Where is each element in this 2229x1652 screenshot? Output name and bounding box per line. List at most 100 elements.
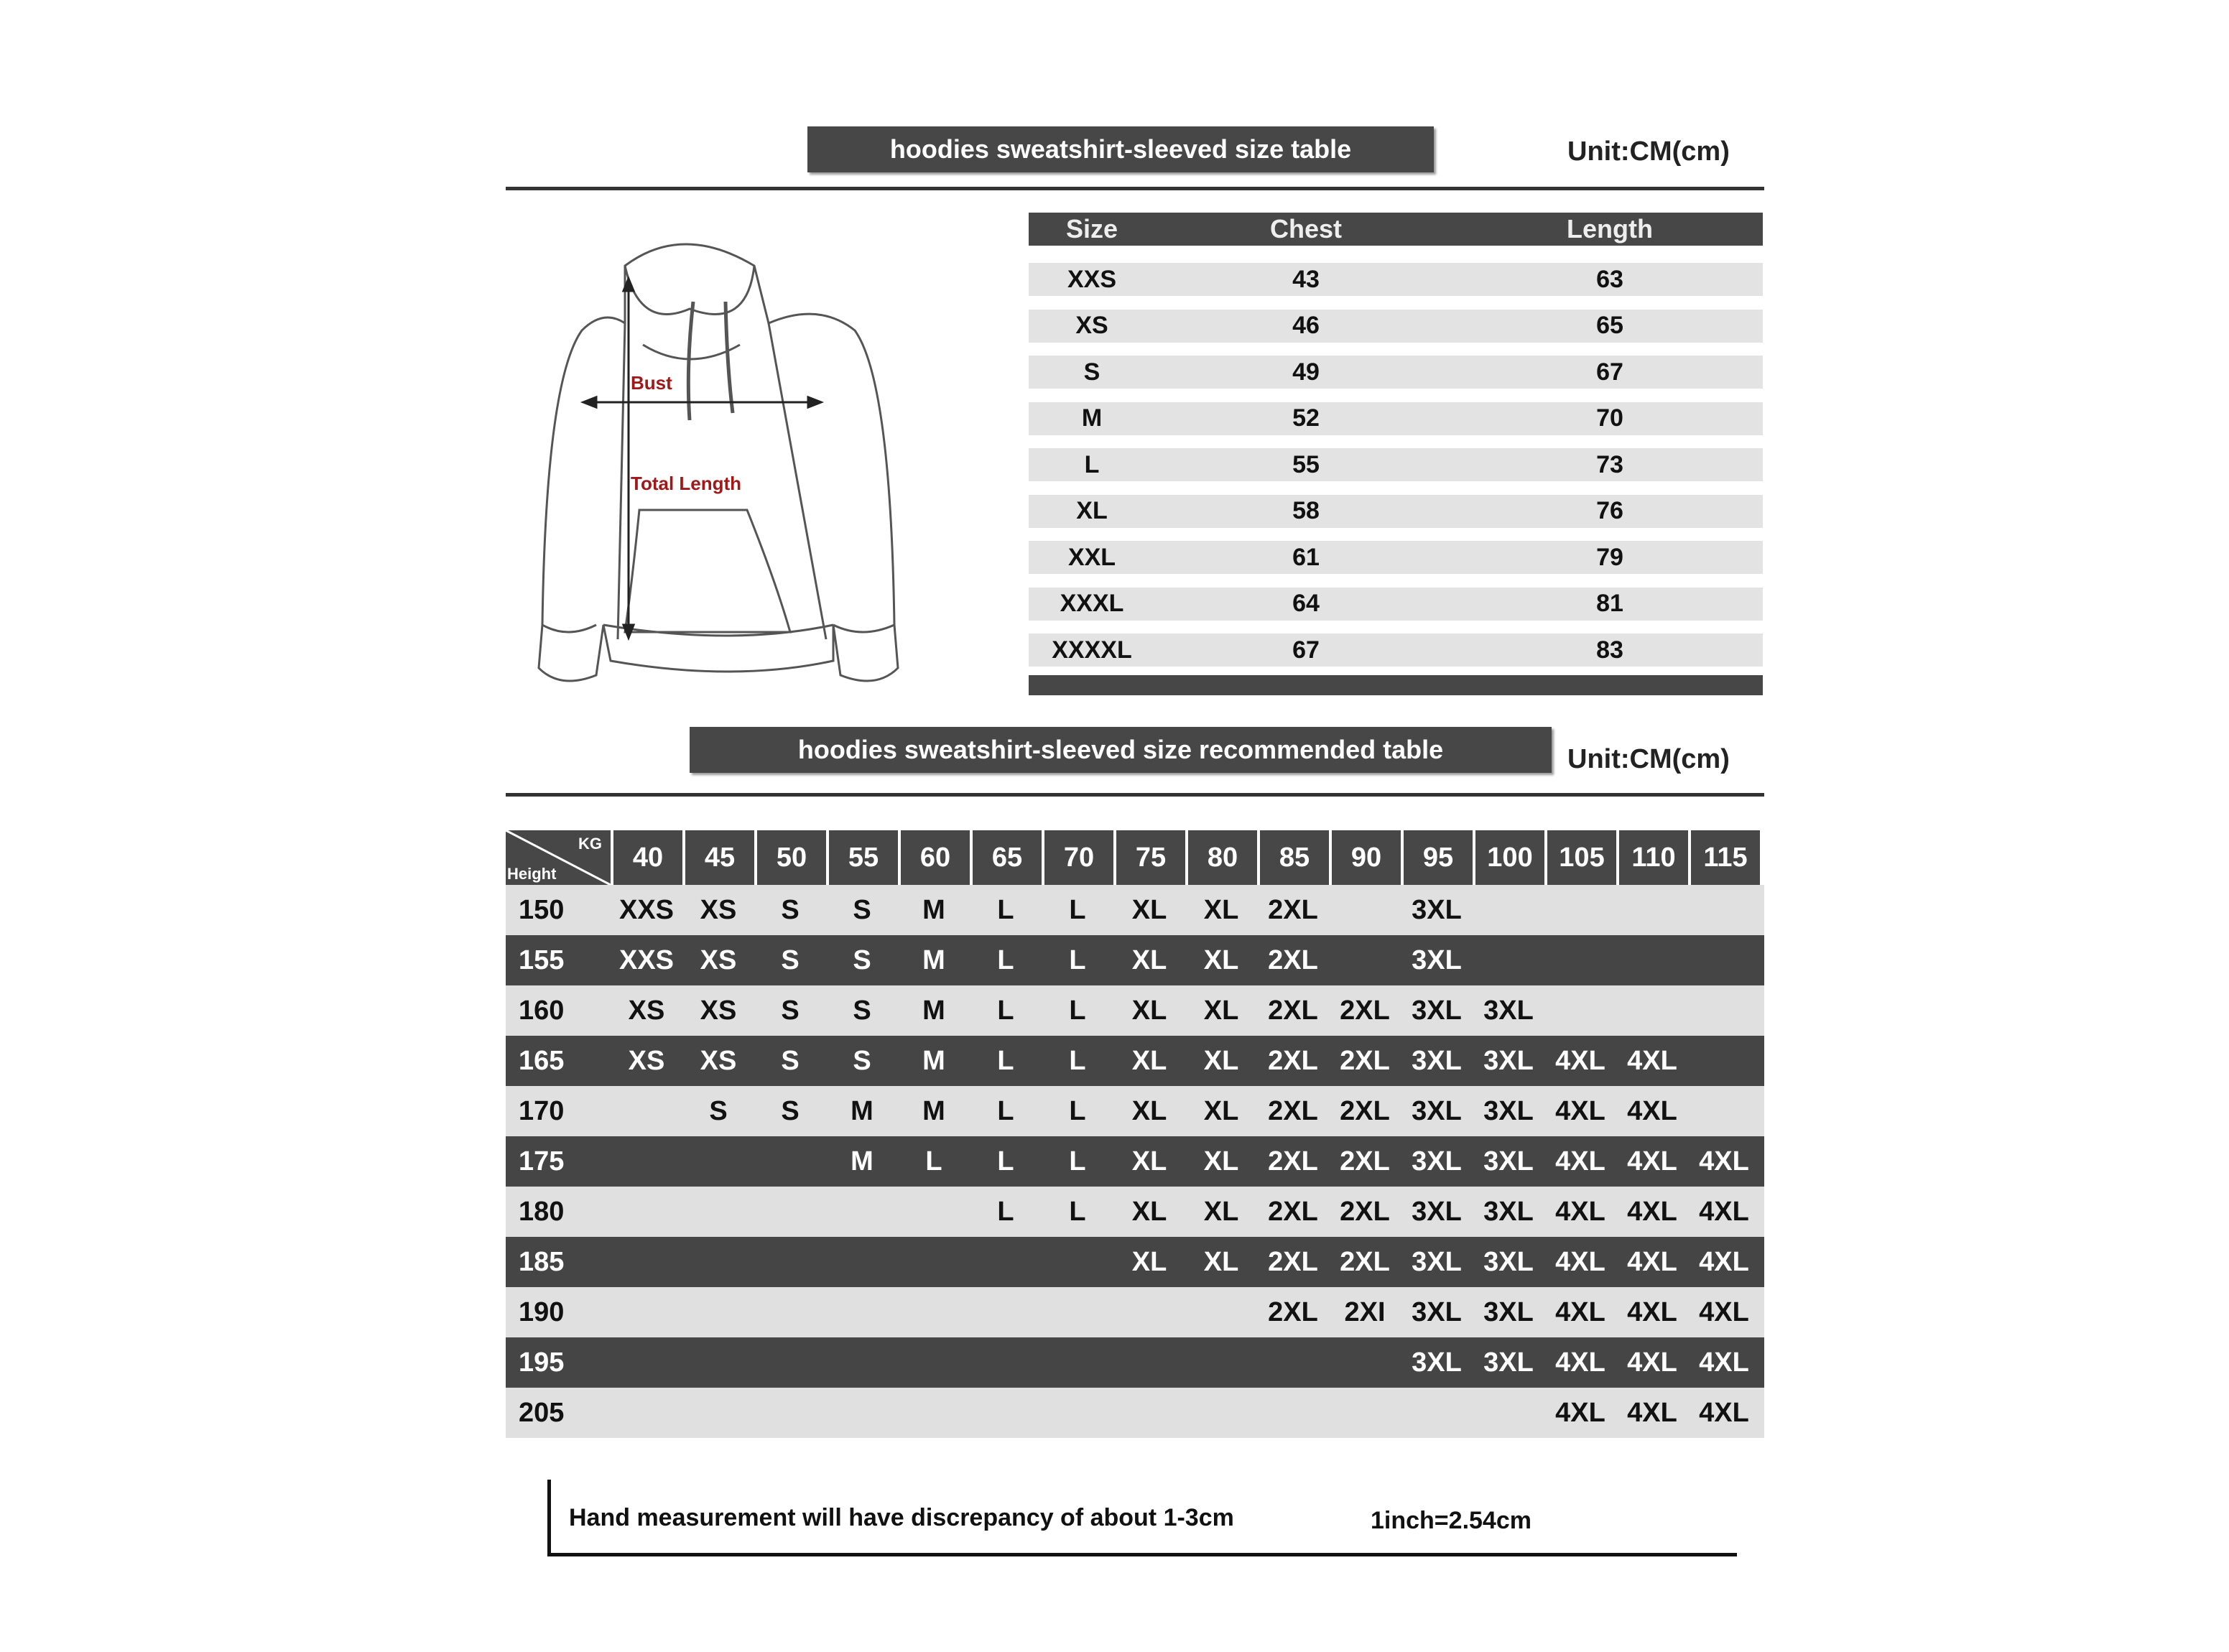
size-cell: 3XL xyxy=(1412,1246,1462,1277)
size-cell: XL xyxy=(1203,1045,1239,1076)
height-row: 170 S S M M L L XL XL 2XL 2XL 3XL 3XL 4XL 4XL xyxy=(506,1086,1764,1136)
height-row: 205 4XL 4XL 4XL xyxy=(506,1388,1764,1438)
size-cell: M xyxy=(922,1045,945,1076)
height-cell: 180 xyxy=(519,1196,565,1227)
size-cell: L xyxy=(997,1095,1014,1126)
size-cell: XL xyxy=(1203,945,1239,975)
height-cell: 195 xyxy=(519,1347,565,1378)
chest-cell: 55 xyxy=(1292,450,1320,478)
size-cell: S xyxy=(781,1095,800,1126)
size-cell: L xyxy=(997,1196,1014,1227)
height-cell: 185 xyxy=(519,1246,565,1277)
size-cell: 3XL xyxy=(1483,1296,1534,1327)
height-row: 165 XS XS S S M L L XL XL 2XL 2XL 3XL 3XL 4XL 4XL xyxy=(506,1036,1764,1086)
size-cell: 3XL xyxy=(1412,1045,1462,1076)
height-cell: 205 xyxy=(519,1397,565,1428)
height-label: Height xyxy=(507,865,557,883)
size-cell: XS xyxy=(700,1045,737,1076)
size-cell: 4XL xyxy=(1699,1246,1749,1277)
size-cell: XL xyxy=(1203,1095,1239,1126)
height-cell: 170 xyxy=(519,1095,565,1126)
size-row: S 49 67 xyxy=(1029,356,1763,389)
size-cell: 4XL xyxy=(1627,1296,1677,1327)
weight-header-cell: 115 xyxy=(1691,830,1760,885)
size-cell: L xyxy=(997,1045,1014,1076)
size-cell: 3XL xyxy=(1483,1246,1534,1277)
height-row: 185 XL XL 2XL 2XL 3XL 3XL 4XL 4XL 4XL xyxy=(506,1237,1764,1287)
size-cell: M xyxy=(922,1095,945,1126)
size-cell: 2XL xyxy=(1268,1246,1318,1277)
height-row: 195 3XL 3XL 4XL 4XL 4XL xyxy=(506,1337,1764,1388)
size-table-title: hoodies sweatshirt-sleeved size table xyxy=(807,126,1434,172)
size-cell: 2XL xyxy=(1268,1196,1318,1227)
weight-header-cell: 50 xyxy=(757,830,826,885)
size-cell: L xyxy=(1069,894,1086,925)
size-cell: XS xyxy=(1075,312,1108,339)
size-cell: 3XL xyxy=(1483,1045,1534,1076)
height-row: 150 XXS XS S S M L L XL XL 2XL 3XL xyxy=(506,885,1764,935)
bust-label: Bust xyxy=(631,372,672,394)
size-cell: 2XL xyxy=(1268,995,1318,1026)
size-cell: L xyxy=(997,995,1014,1026)
size-row: XXXL 64 81 xyxy=(1029,587,1763,621)
size-cell: M xyxy=(922,894,945,925)
size-cell: 3XL xyxy=(1483,1196,1534,1227)
size-cell: 4XL xyxy=(1555,1095,1605,1126)
length-cell: 65 xyxy=(1596,312,1623,339)
size-cell: 3XL xyxy=(1412,894,1462,925)
size-cell: XL xyxy=(1131,1196,1167,1227)
weight-header-cell: 75 xyxy=(1116,830,1185,885)
size-cell: XL xyxy=(1203,1196,1239,1227)
size-cell: M xyxy=(922,995,945,1026)
size-cell: 4XL xyxy=(1699,1397,1749,1428)
size-cell: XXS xyxy=(1067,265,1117,293)
size-cell: 4XL xyxy=(1627,1246,1677,1277)
recommended-table-unit: Unit:CM(cm) xyxy=(1567,744,1730,774)
total-length-label: Total Length xyxy=(631,473,741,494)
chest-cell: 67 xyxy=(1292,636,1320,664)
size-cell: 3XL xyxy=(1483,995,1534,1026)
length-cell: 63 xyxy=(1596,265,1623,293)
length-cell: 79 xyxy=(1596,543,1623,571)
weight-header-cell: 60 xyxy=(901,830,970,885)
size-cell: 2XL xyxy=(1340,1045,1390,1076)
size-cell: 4XL xyxy=(1555,1397,1605,1428)
size-row: XXL 61 79 xyxy=(1029,541,1763,574)
weight-header-cell: 105 xyxy=(1547,830,1616,885)
size-cell: L xyxy=(997,1146,1014,1177)
size-cell: 3XL xyxy=(1483,1146,1534,1177)
size-cell: XL xyxy=(1131,945,1167,975)
size-cell: M xyxy=(851,1095,873,1126)
chest-cell: 64 xyxy=(1292,590,1320,617)
size-cell: XL xyxy=(1203,894,1239,925)
size-cell: XS xyxy=(700,945,737,975)
size-cell: 4XL xyxy=(1627,1045,1677,1076)
size-cell: L xyxy=(1069,1146,1086,1177)
weight-header-cell: 95 xyxy=(1404,830,1473,885)
weight-header-cell: 65 xyxy=(973,830,1042,885)
length-cell: 67 xyxy=(1596,358,1623,386)
header-size: Size xyxy=(1065,214,1118,243)
inch-conversion: 1inch=2.54cm xyxy=(1371,1507,1531,1534)
weight-header-cell: 100 xyxy=(1475,830,1544,885)
size-cell: 4XL xyxy=(1627,1095,1677,1126)
size-cell: L xyxy=(1084,450,1100,478)
weight-header-cell: 55 xyxy=(829,830,898,885)
size-cell: XL xyxy=(1203,1246,1239,1277)
size-cell: 4XL xyxy=(1699,1296,1749,1327)
size-table-footer-bar xyxy=(1029,675,1763,695)
size-cell: 4XL xyxy=(1627,1146,1677,1177)
footer-line xyxy=(547,1553,1737,1556)
size-row: XXXXL 67 83 xyxy=(1029,634,1763,667)
size-cell: 2XL xyxy=(1268,1045,1318,1076)
size-cell: 4XL xyxy=(1555,1196,1605,1227)
size-cell: 4XL xyxy=(1699,1146,1749,1177)
height-row: 160 XS XS S S M L L XL XL 2XL 2XL 3XL 3XL xyxy=(506,985,1764,1036)
size-cell: XS xyxy=(628,1045,665,1076)
size-cell: 2XL xyxy=(1268,1095,1318,1126)
size-cell: XS xyxy=(700,995,737,1026)
size-cell: 2XL xyxy=(1268,1146,1318,1177)
size-cell: S xyxy=(781,894,800,925)
height-cell: 165 xyxy=(519,1045,565,1076)
size-cell: XXS xyxy=(618,945,675,975)
